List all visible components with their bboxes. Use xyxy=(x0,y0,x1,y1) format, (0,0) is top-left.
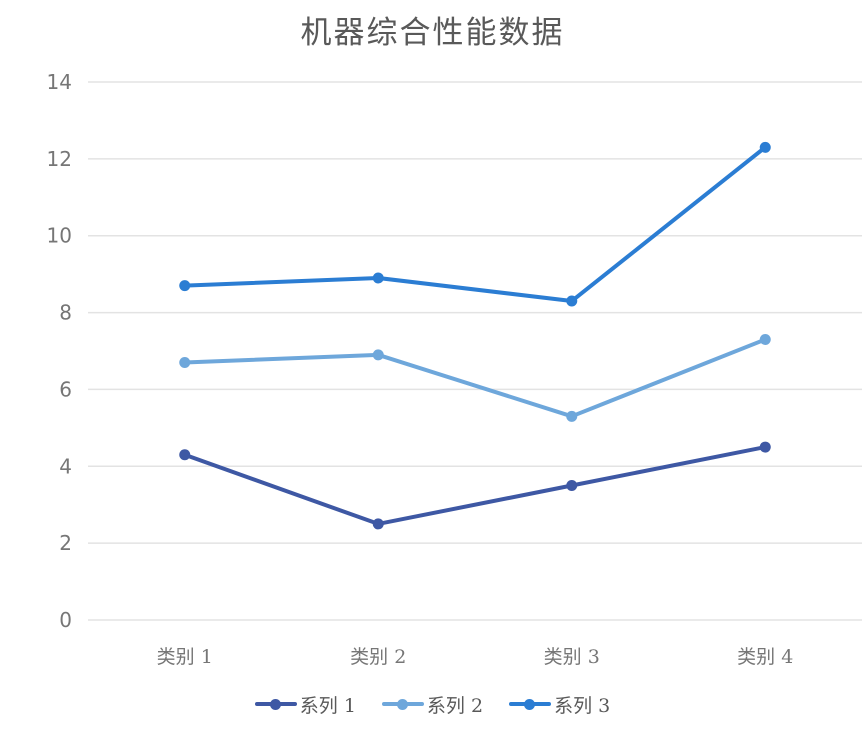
x-axis-category-label: 类别 4 xyxy=(737,646,793,668)
data-point-series-1 xyxy=(759,441,771,453)
data-point-series-3 xyxy=(759,141,771,153)
x-axis-category-label: 类别 1 xyxy=(157,646,213,668)
legend-item: 系列 1 xyxy=(254,691,356,718)
y-axis-tick-label: 6 xyxy=(59,377,72,401)
x-axis-category-label: 类别 2 xyxy=(350,646,406,668)
data-point-series-1 xyxy=(179,449,191,461)
data-point-series-2 xyxy=(372,349,384,361)
y-axis-tick-label: 10 xyxy=(47,224,72,248)
x-axis-category-label: 类别 3 xyxy=(544,646,600,668)
y-axis-tick-label: 2 xyxy=(59,531,72,555)
series-line-3 xyxy=(182,145,768,304)
data-point-series-1 xyxy=(372,518,384,530)
series-line-2 xyxy=(182,337,768,419)
legend-item: 系列 2 xyxy=(381,691,484,718)
chart-legend: 系列 1 系列 2 系列 3 xyxy=(0,689,865,719)
y-axis-tick-label: 12 xyxy=(47,147,72,171)
legend-line-marker-icon xyxy=(381,698,424,710)
legend-line-marker-icon xyxy=(254,698,297,710)
chart-title: 机器综合性能数据 xyxy=(300,15,565,51)
data-point-series-3 xyxy=(566,295,578,307)
data-point-series-2 xyxy=(759,333,771,345)
data-point-series-2 xyxy=(566,410,578,422)
legend-label: 系列 1 xyxy=(299,694,356,717)
data-point-series-2 xyxy=(179,357,191,369)
legend-line-marker-icon xyxy=(509,698,552,710)
series-line-1 xyxy=(182,445,768,526)
y-axis-tick-label: 8 xyxy=(59,301,72,325)
legend-item: 系列 3 xyxy=(509,691,610,718)
legend-label: 系列 3 xyxy=(554,694,611,717)
data-point-series-3 xyxy=(179,280,191,292)
y-axis-tick-label: 4 xyxy=(59,454,72,478)
data-point-series-1 xyxy=(566,480,578,491)
legend-label: 系列 2 xyxy=(426,694,484,717)
data-point-series-3 xyxy=(372,272,384,284)
y-axis-tick-label: 14 xyxy=(47,70,72,94)
y-axis-tick-label: 0 xyxy=(59,608,72,632)
